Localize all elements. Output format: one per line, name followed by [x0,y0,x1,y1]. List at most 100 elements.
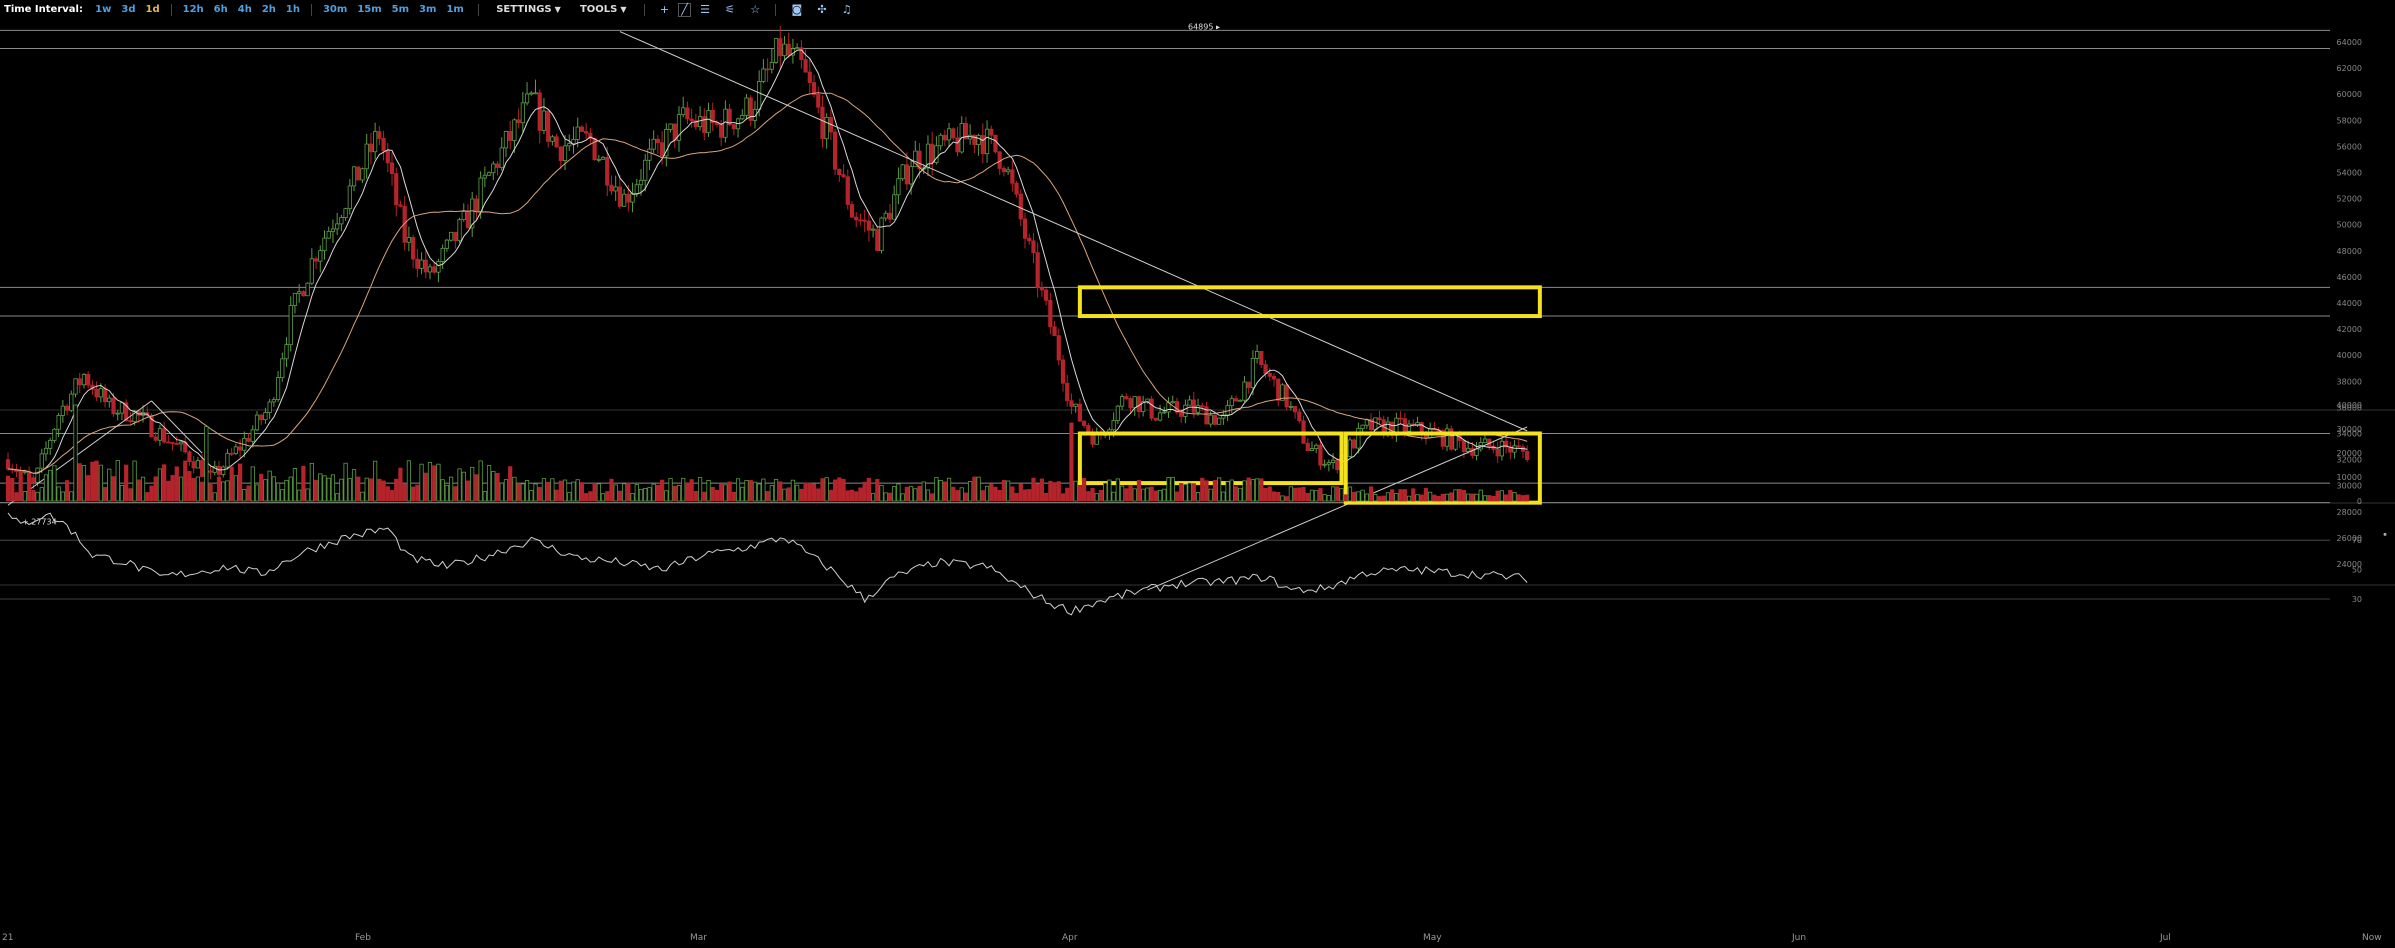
volume-bar [1132,488,1137,502]
candle-body [448,231,454,241]
volume-bar [1398,489,1403,502]
expand-icon[interactable]: ✣ [817,3,827,16]
candle-body [1398,417,1403,420]
interval-3d[interactable]: 3d [121,4,136,15]
settings-menu[interactable]: SETTINGS ▼ [488,0,569,20]
crosshair-icon[interactable]: + [659,3,670,16]
fib-tool-icon[interactable]: ⚟ [725,3,736,16]
horizontal-lines-icon[interactable]: ☰ [700,3,710,16]
volume-bar [664,490,669,502]
candle-body [900,164,905,180]
volume-bar [440,479,445,502]
volume-bar [727,481,732,502]
interval-4h[interactable]: 4h [237,4,252,15]
candle-body [1115,405,1120,421]
volume-bar [280,489,285,502]
candle-body [322,237,327,252]
candle-body [246,437,251,442]
candle-body [896,178,901,196]
candle-body [626,193,631,203]
interval-5m[interactable]: 5m [391,4,410,15]
volume-bar [761,478,766,502]
volume-bar [1255,478,1260,502]
interval-12h[interactable]: 12h [182,4,204,15]
candle-body [69,393,74,411]
candle-body [883,212,888,219]
volume-bar [1428,491,1433,502]
interval-1d[interactable]: 1d [145,4,160,15]
volume-bar [1233,486,1239,502]
volume-bar [638,488,644,502]
candle-body [664,128,669,157]
interval-15m[interactable]: 15m [357,4,382,15]
volume-bar [984,485,990,502]
candle-body [1183,404,1188,417]
candle-body [1499,440,1504,457]
candle-body [951,128,956,139]
volume-bar [524,480,530,502]
candle-body [976,135,981,146]
tools-menu[interactable]: TOOLS ▼ [572,0,635,20]
price-chart[interactable]: 64000 62000 60000 58000 56000 54000 52000 50000… [0,20,2395,948]
interval-1w[interactable]: 1w [95,4,112,15]
camera-icon[interactable]: ◙ [791,3,803,16]
candle-body [343,208,348,218]
star-icon[interactable]: ☆ [750,3,761,16]
volume-bar [1301,486,1306,502]
rsi-tick-label: 70 [2352,536,2362,545]
interval-3m[interactable]: 3m [419,4,437,15]
candle-body [672,123,677,141]
bell-icon[interactable]: ♫ [841,3,852,16]
interval-1h[interactable]: 1h [285,4,300,15]
candle-body [887,212,893,220]
interval-2h[interactable]: 2h [261,4,276,15]
volume-bar [1094,493,1099,502]
volume-bar [710,486,715,502]
volume-bar [879,485,884,502]
volume-bar [364,477,369,502]
volume-bar [284,479,289,502]
x-tick-label: Now [2362,933,2382,943]
candle-body [237,446,243,451]
candle-body [533,92,538,95]
volume-bar [1309,489,1315,502]
volume-bar [1406,495,1412,502]
volume-bar [10,478,15,502]
toolbar-divider [170,4,172,16]
volume-bar [233,475,238,502]
volume-bar [508,466,513,502]
volume-bar [1478,489,1483,502]
candle-body [1461,440,1466,452]
interval-6h[interactable]: 6h [213,4,228,15]
volume-bar [989,483,994,502]
candle-body [866,220,871,231]
line-tool-icon[interactable]: ╱ [678,3,691,17]
interval-30m[interactable]: 30m [322,4,348,15]
candle-body [723,108,728,138]
volume-bar [596,483,601,502]
candle-body [195,460,200,469]
volume-bar [373,460,378,502]
volume-bar [394,478,399,502]
candle-body [444,239,449,249]
price-tick-label: 26000 [2337,534,2362,543]
candle-body [524,93,530,104]
candle-body [824,117,829,140]
volume-bar [313,479,319,502]
volume-bar [765,491,770,502]
candle-body [1200,405,1205,408]
candle-body [955,137,960,153]
candle-body [719,124,724,138]
volume-bar [221,481,226,502]
volume-bar [579,482,585,502]
volume-bar [1229,479,1234,502]
candle-body [491,163,496,174]
volume-bar [1031,477,1036,502]
volume-bar [537,487,542,502]
candle-body [803,59,808,73]
candle-body [1238,399,1243,402]
candle-body [925,143,931,169]
volume-bar [1204,480,1209,502]
interval-1m[interactable]: 1m [446,4,464,15]
candle-body [48,439,53,449]
